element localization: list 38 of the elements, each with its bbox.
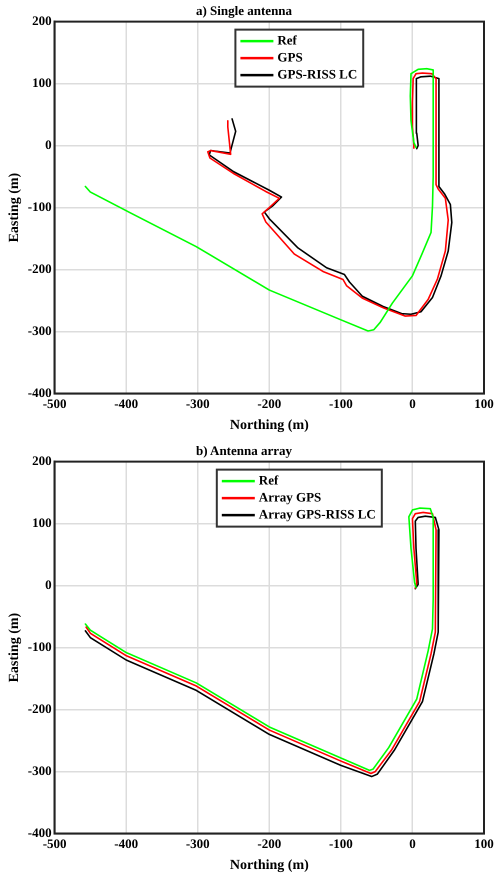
x-tick-label: -400 — [114, 836, 138, 851]
y-tick-label: -400 — [28, 824, 52, 840]
x-tick-label: -100 — [328, 396, 353, 411]
x-tick-label: -200 — [257, 396, 282, 411]
y-tick-label: -200 — [28, 700, 52, 716]
y-tick-label: 100 — [32, 74, 52, 90]
y-tick-label: -200 — [28, 260, 52, 276]
y-tick-label: 0 — [45, 576, 52, 592]
y-tick-label: -400 — [28, 384, 52, 400]
y-tick-label: 100 — [32, 514, 52, 530]
y-tick-label: 200 — [32, 452, 52, 468]
x-tick-label: 0 — [409, 396, 416, 411]
legend-label: Array GPS-RISS LC — [258, 506, 376, 522]
x-tick-label: -300 — [186, 836, 210, 851]
y-tick-label: -100 — [28, 638, 52, 654]
legend-label: Array GPS — [258, 489, 322, 504]
x-tick-label: -200 — [257, 836, 282, 851]
x-tick-label: 100 — [474, 396, 494, 411]
x-tick-label: -300 — [186, 396, 210, 411]
y-tick-label: -100 — [28, 198, 52, 214]
legend-label: Ref — [277, 32, 298, 48]
y-tick-label: 200 — [32, 12, 52, 28]
y-tick-label: -300 — [28, 762, 52, 778]
y-axis-title: Easting (m) — [7, 172, 22, 242]
legend-label: Ref — [258, 472, 279, 488]
x-axis-title: Northing (m) — [230, 418, 310, 434]
chart-title: b) Antenna array — [196, 443, 293, 458]
y-axis-title: Easting (m) — [7, 612, 22, 682]
legend-label: GPS-RISS LC — [277, 66, 358, 82]
x-tick-label: -100 — [328, 836, 353, 851]
x-tick-label: -400 — [114, 396, 138, 411]
x-tick-label: 0 — [409, 836, 416, 851]
y-tick-label: 0 — [45, 136, 52, 152]
y-tick-label: -300 — [28, 322, 52, 338]
x-tick-label: 100 — [474, 836, 494, 851]
x-axis-title: Northing (m) — [230, 858, 310, 874]
legend-label: GPS — [277, 49, 303, 64]
chart-title: a) Single antenna — [196, 3, 293, 18]
